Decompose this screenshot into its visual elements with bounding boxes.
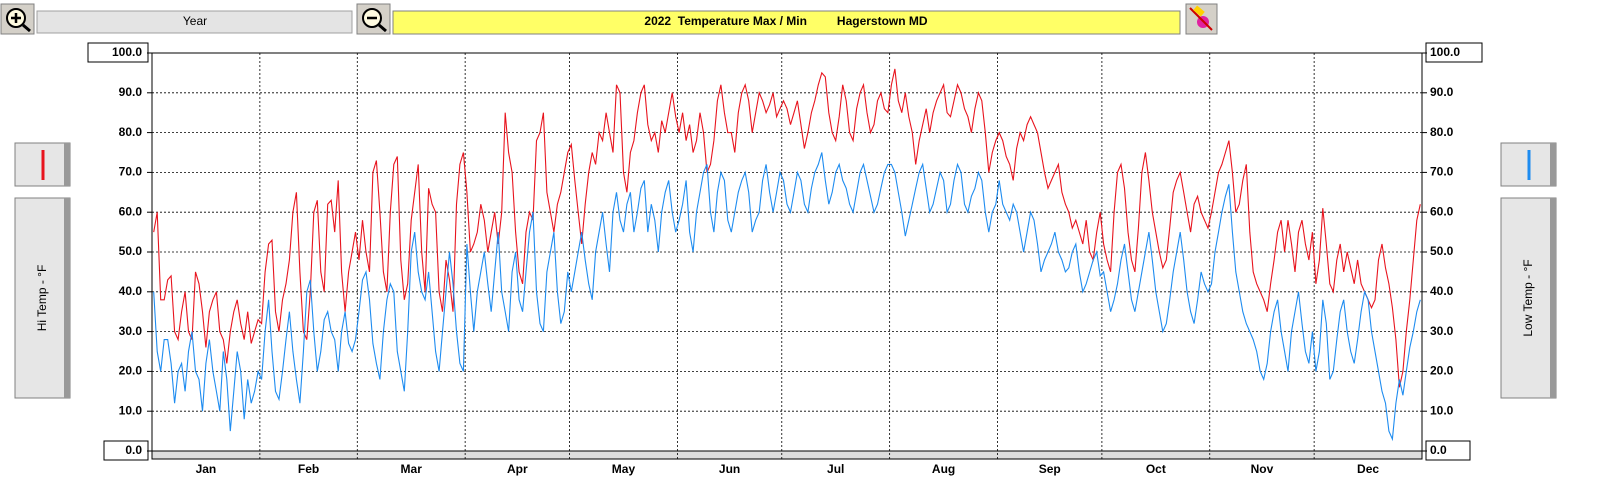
data-line <box>153 68 1421 388</box>
y-tick-label: 60.0 <box>119 204 143 218</box>
x-tick-label: Dec <box>1357 462 1379 476</box>
y2-tick-label: 30.0 <box>1430 324 1454 338</box>
chart-title: 2022 Temperature Max / Min Hagerstown MD <box>644 14 928 28</box>
y2-tick-label: 20.0 <box>1430 364 1454 378</box>
x-tick-label: Feb <box>298 462 319 476</box>
y-tick-label: 90.0 <box>119 85 143 99</box>
hi-axis-button[interactable] <box>14 197 71 399</box>
x-tick-label: Jan <box>196 462 217 476</box>
y-tick-label: 20.0 <box>119 364 143 378</box>
y-tick-label: 0.0 <box>125 443 142 457</box>
x-tick-label: Jul <box>827 462 844 476</box>
y-tick-label: 80.0 <box>119 125 143 139</box>
period-label: Year <box>183 14 207 28</box>
plot-area <box>151 52 1423 452</box>
period-button[interactable] <box>36 10 353 34</box>
y-tick-label: 10.0 <box>119 403 143 417</box>
y-tick-label: 100.0 <box>112 45 142 59</box>
y-tick-label: 30.0 <box>119 324 143 338</box>
x-tick-label: Mar <box>401 462 423 476</box>
tool-icon[interactable] <box>1185 3 1218 35</box>
zoom-in[interactable] <box>0 3 35 35</box>
x-tick-label: Nov <box>1251 462 1274 476</box>
data-line <box>153 152 1421 442</box>
y2-tick-label: 10.0 <box>1430 403 1454 417</box>
y2-tick-label: 100.0 <box>1430 45 1460 59</box>
x-tick-label: May <box>612 462 636 476</box>
y-tick-label: 50.0 <box>119 244 143 258</box>
zoom-out[interactable] <box>356 3 391 35</box>
low-legend-button[interactable] <box>1500 142 1557 187</box>
x-tick-label: Jun <box>719 462 740 476</box>
y-axis-label: Hi Temp - °F <box>35 265 49 332</box>
x-tick-label: Apr <box>507 462 528 476</box>
y2-tick-label: 90.0 <box>1430 85 1454 99</box>
y-tick-label: 70.0 <box>119 165 143 179</box>
y2-tick-label: 0.0 <box>1430 443 1447 457</box>
y2-axis-label: Low Temp - °F <box>1521 259 1535 336</box>
y2-tick-label: 60.0 <box>1430 204 1454 218</box>
hi-legend-button[interactable] <box>14 142 71 187</box>
x-tick-label: Aug <box>932 462 955 476</box>
x-tick-label: Sep <box>1039 462 1061 476</box>
y2-tick-label: 40.0 <box>1430 284 1454 298</box>
low-axis-button[interactable] <box>1500 197 1557 399</box>
title-bar <box>392 10 1181 35</box>
y-tick-label: 40.0 <box>119 284 143 298</box>
y2-tick-label: 80.0 <box>1430 125 1454 139</box>
x-tick-label: Oct <box>1146 462 1166 476</box>
y2-tick-label: 70.0 <box>1430 165 1454 179</box>
y2-tick-label: 50.0 <box>1430 244 1454 258</box>
x-axis-strip <box>151 450 1423 460</box>
